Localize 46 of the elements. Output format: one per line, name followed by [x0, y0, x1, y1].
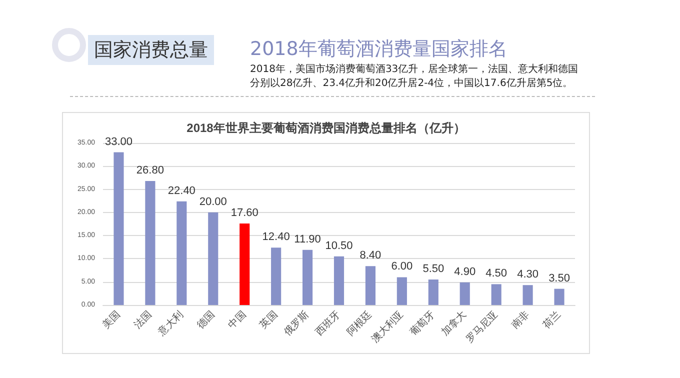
bar — [302, 250, 313, 305]
bar — [145, 180, 156, 305]
chart-title: 2018年世界主要葡萄酒消费国消费总量排名（亿升） — [186, 121, 466, 135]
text: 国家消费总量 — [88, 35, 214, 65]
x-tick-label: 意大利 — [155, 308, 186, 339]
x-tick-label: 德国 — [195, 309, 218, 332]
x-tick-label: 美国 — [100, 308, 123, 332]
bar — [176, 201, 187, 305]
data-label: 3.50 — [548, 272, 570, 284]
data-label: 8.40 — [360, 250, 382, 262]
x-tick-label: 罗马尼亚 — [464, 309, 500, 346]
data-label: 6.00 — [391, 260, 413, 273]
x-tick-label: 西班牙 — [313, 308, 343, 338]
data-label: 4.90 — [454, 266, 476, 278]
text: 2018年葡萄酒消费量国家排名 — [250, 37, 508, 62]
data-label: 22.40 — [168, 184, 196, 197]
bar — [271, 248, 282, 305]
x-tick-label: 葡萄牙 — [408, 308, 438, 338]
x-tick-label: 南非 — [509, 308, 532, 332]
bar — [208, 212, 218, 305]
data-label: 4.30 — [517, 268, 539, 281]
x-tick-label: 中国 — [226, 308, 248, 332]
data-label: 4.50 — [486, 268, 508, 280]
bar — [114, 152, 124, 305]
text: 2018年，美国市场消费葡萄酒33亿升，居全球第一，法国、意大利和德国分别以28亿升、23.4亿升和20亿升居2-4位，中国以17.6亿升居第5位。 — [250, 63, 580, 91]
data-label: 5.50 — [422, 263, 444, 276]
data-label: 11.90 — [294, 233, 321, 246]
data-label: 10.50 — [325, 240, 353, 252]
data-label: 33.00 — [104, 136, 132, 148]
data-label: 20.00 — [199, 196, 227, 208]
bar — [428, 280, 438, 305]
data-label: 12.40 — [262, 231, 290, 244]
data-label: 26.80 — [136, 164, 164, 176]
bar — [396, 277, 407, 305]
x-tick-label: 俄罗斯 — [282, 308, 312, 338]
bar — [522, 285, 533, 305]
bar — [334, 256, 344, 305]
bar — [460, 282, 470, 305]
bar — [240, 224, 250, 305]
data-label: 17.60 — [230, 207, 258, 220]
bar — [365, 266, 376, 305]
x-tick-label: 荷兰 — [540, 308, 564, 332]
bar — [491, 284, 502, 305]
x-tick-label: 法国 — [131, 308, 154, 332]
x-tick-label: 英国 — [257, 308, 280, 332]
bar — [554, 288, 564, 305]
